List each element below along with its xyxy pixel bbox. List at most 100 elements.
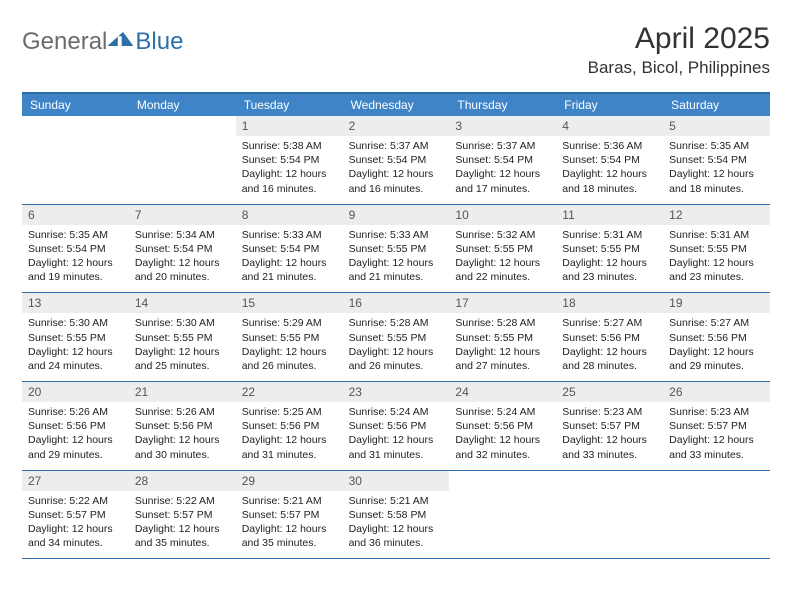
day-dl2: and 33 minutes. [669,448,764,462]
day-dl2: and 25 minutes. [135,359,230,373]
day-sunset: Sunset: 5:56 PM [349,419,444,433]
col-wednesday: Wednesday [343,94,450,116]
day-cell: 18Sunrise: 5:27 AMSunset: 5:56 PMDayligh… [556,293,663,381]
day-sunset: Sunset: 5:56 PM [135,419,230,433]
day-body: Sunrise: 5:29 AMSunset: 5:55 PMDaylight:… [236,313,343,381]
day-body: Sunrise: 5:27 AMSunset: 5:56 PMDaylight:… [556,313,663,381]
day-sunset: Sunset: 5:57 PM [562,419,657,433]
day-sunrise: Sunrise: 5:29 AM [242,316,337,330]
day-number: 4 [556,116,663,136]
day-sunrise: Sunrise: 5:28 AM [349,316,444,330]
day-body: Sunrise: 5:33 AMSunset: 5:54 PMDaylight:… [236,225,343,293]
day-dl1: Daylight: 12 hours [562,256,657,270]
day-dl2: and 32 minutes. [455,448,550,462]
day-cell: 27Sunrise: 5:22 AMSunset: 5:57 PMDayligh… [22,471,129,559]
day-sunset: Sunset: 5:54 PM [135,242,230,256]
day-dl1: Daylight: 12 hours [242,256,337,270]
day-cell [449,471,556,559]
day-number: 14 [129,293,236,313]
day-cell: 19Sunrise: 5:27 AMSunset: 5:56 PMDayligh… [663,293,770,381]
day-dl1: Daylight: 12 hours [242,345,337,359]
day-dl1: Daylight: 12 hours [28,522,123,536]
calendar-week: 20Sunrise: 5:26 AMSunset: 5:56 PMDayligh… [22,382,770,471]
day-dl2: and 31 minutes. [242,448,337,462]
day-sunset: Sunset: 5:55 PM [349,331,444,345]
day-body: Sunrise: 5:30 AMSunset: 5:55 PMDaylight:… [22,313,129,381]
day-dl1: Daylight: 12 hours [349,433,444,447]
day-cell: 10Sunrise: 5:32 AMSunset: 5:55 PMDayligh… [449,205,556,293]
day-dl2: and 34 minutes. [28,536,123,550]
day-cell [556,471,663,559]
day-cell: 15Sunrise: 5:29 AMSunset: 5:55 PMDayligh… [236,293,343,381]
day-sunrise: Sunrise: 5:33 AM [349,228,444,242]
day-sunrise: Sunrise: 5:36 AM [562,139,657,153]
day-body: Sunrise: 5:27 AMSunset: 5:56 PMDaylight:… [663,313,770,381]
day-dl1: Daylight: 12 hours [669,345,764,359]
day-body: Sunrise: 5:24 AMSunset: 5:56 PMDaylight:… [449,402,556,470]
day-dl1: Daylight: 12 hours [349,167,444,181]
day-body: Sunrise: 5:34 AMSunset: 5:54 PMDaylight:… [129,225,236,293]
day-sunset: Sunset: 5:54 PM [349,153,444,167]
location: Baras, Bicol, Philippines [588,58,770,78]
day-cell: 12Sunrise: 5:31 AMSunset: 5:55 PMDayligh… [663,205,770,293]
day-dl2: and 23 minutes. [669,270,764,284]
day-cell: 3Sunrise: 5:37 AMSunset: 5:54 PMDaylight… [449,116,556,204]
day-dl2: and 20 minutes. [135,270,230,284]
day-cell: 2Sunrise: 5:37 AMSunset: 5:54 PMDaylight… [343,116,450,204]
day-number: 21 [129,382,236,402]
col-thursday: Thursday [449,94,556,116]
day-dl2: and 28 minutes. [562,359,657,373]
day-sunset: Sunset: 5:54 PM [455,153,550,167]
day-sunset: Sunset: 5:56 PM [669,331,764,345]
title-block: April 2025 Baras, Bicol, Philippines [588,22,770,78]
day-dl1: Daylight: 12 hours [28,345,123,359]
day-body: Sunrise: 5:26 AMSunset: 5:56 PMDaylight:… [129,402,236,470]
day-dl2: and 27 minutes. [455,359,550,373]
day-dl1: Daylight: 12 hours [455,256,550,270]
day-sunrise: Sunrise: 5:30 AM [135,316,230,330]
day-sunrise: Sunrise: 5:23 AM [669,405,764,419]
day-sunset: Sunset: 5:57 PM [135,508,230,522]
day-number: 17 [449,293,556,313]
day-number: 16 [343,293,450,313]
day-dl1: Daylight: 12 hours [242,433,337,447]
day-cell: 24Sunrise: 5:24 AMSunset: 5:56 PMDayligh… [449,382,556,470]
day-dl1: Daylight: 12 hours [562,345,657,359]
calendar-page: General Blue April 2025 Baras, Bicol, Ph… [0,0,792,559]
day-number: 10 [449,205,556,225]
day-sunset: Sunset: 5:54 PM [669,153,764,167]
day-body: Sunrise: 5:25 AMSunset: 5:56 PMDaylight:… [236,402,343,470]
day-body: Sunrise: 5:31 AMSunset: 5:55 PMDaylight:… [556,225,663,293]
day-number: 3 [449,116,556,136]
day-body: Sunrise: 5:26 AMSunset: 5:56 PMDaylight:… [22,402,129,470]
day-sunset: Sunset: 5:54 PM [242,242,337,256]
day-dl1: Daylight: 12 hours [28,256,123,270]
day-dl1: Daylight: 12 hours [455,345,550,359]
day-sunrise: Sunrise: 5:27 AM [562,316,657,330]
day-sunrise: Sunrise: 5:26 AM [28,405,123,419]
day-dl2: and 26 minutes. [242,359,337,373]
calendar-week: 6Sunrise: 5:35 AMSunset: 5:54 PMDaylight… [22,205,770,294]
day-number: 2 [343,116,450,136]
day-body: Sunrise: 5:22 AMSunset: 5:57 PMDaylight:… [22,491,129,559]
day-cell: 14Sunrise: 5:30 AMSunset: 5:55 PMDayligh… [129,293,236,381]
day-cell: 5Sunrise: 5:35 AMSunset: 5:54 PMDaylight… [663,116,770,204]
day-number: 13 [22,293,129,313]
calendar-week: 13Sunrise: 5:30 AMSunset: 5:55 PMDayligh… [22,293,770,382]
day-sunset: Sunset: 5:55 PM [135,331,230,345]
day-dl1: Daylight: 12 hours [135,522,230,536]
day-dl1: Daylight: 12 hours [455,167,550,181]
day-dl2: and 29 minutes. [28,448,123,462]
day-cell: 28Sunrise: 5:22 AMSunset: 5:57 PMDayligh… [129,471,236,559]
day-sunrise: Sunrise: 5:31 AM [669,228,764,242]
day-dl1: Daylight: 12 hours [349,522,444,536]
day-body: Sunrise: 5:36 AMSunset: 5:54 PMDaylight:… [556,136,663,204]
day-number: 6 [22,205,129,225]
day-dl2: and 35 minutes. [135,536,230,550]
day-dl2: and 16 minutes. [349,182,444,196]
day-dl2: and 19 minutes. [28,270,123,284]
day-sunset: Sunset: 5:54 PM [242,153,337,167]
day-dl1: Daylight: 12 hours [669,256,764,270]
day-body: Sunrise: 5:23 AMSunset: 5:57 PMDaylight:… [663,402,770,470]
day-cell: 4Sunrise: 5:36 AMSunset: 5:54 PMDaylight… [556,116,663,204]
